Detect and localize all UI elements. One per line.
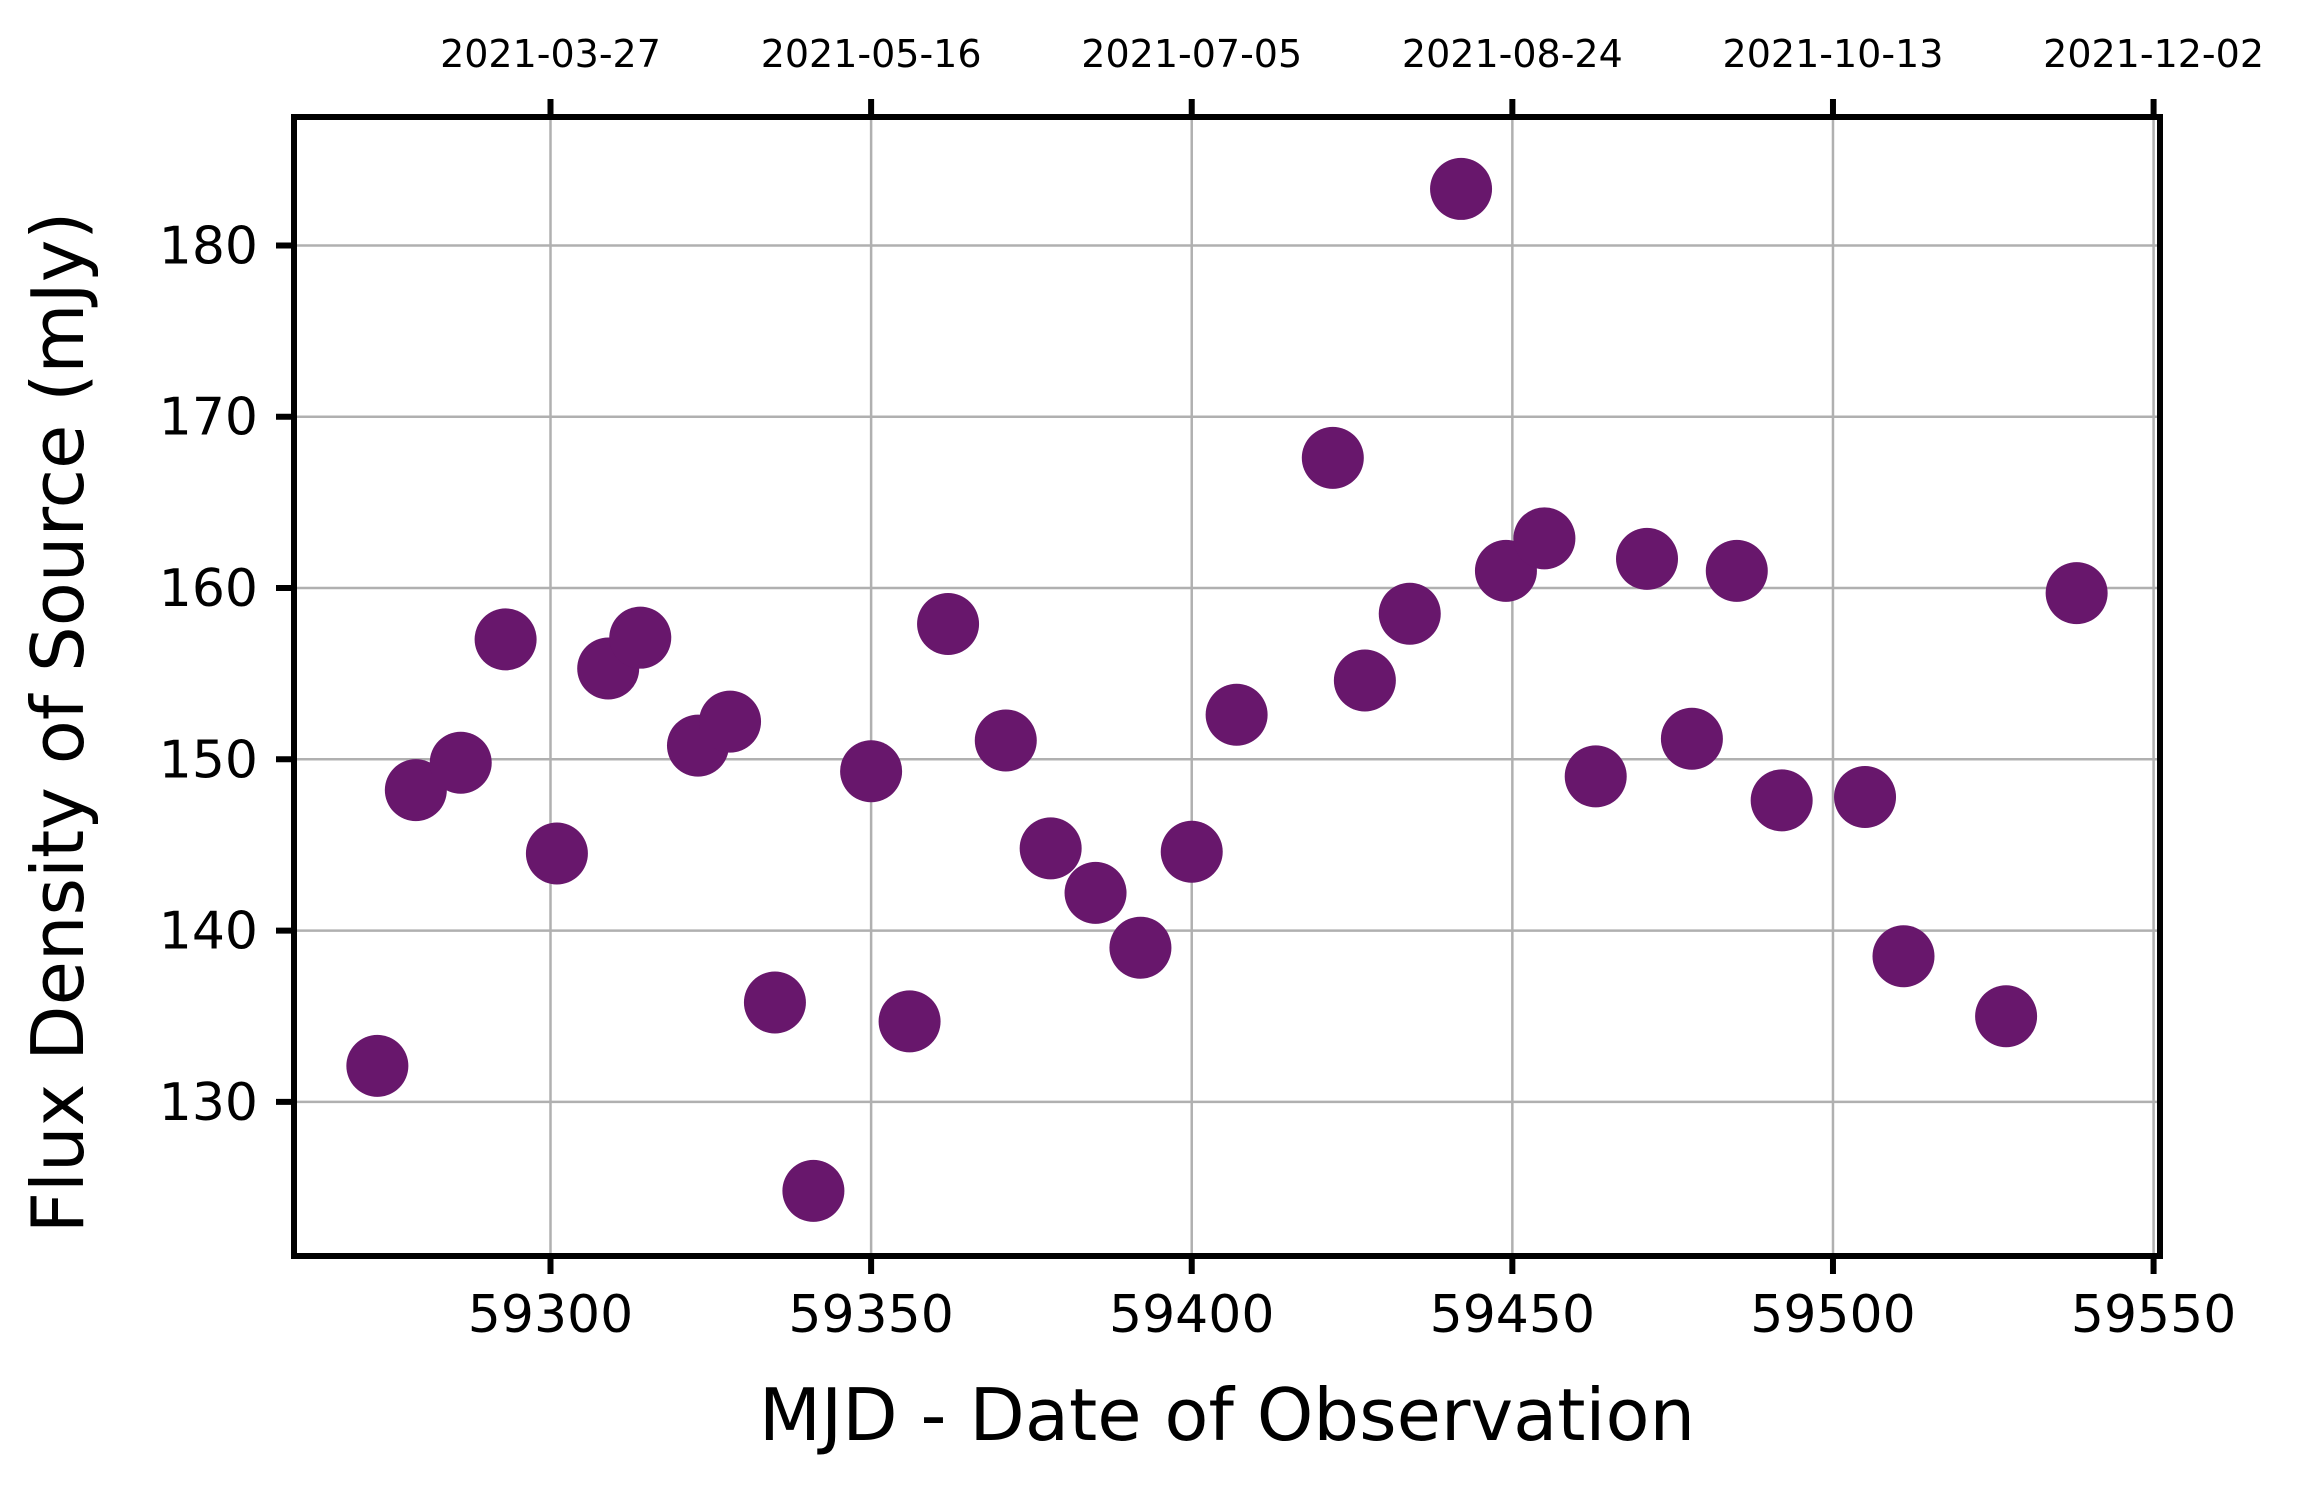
data-point <box>525 822 588 885</box>
y-tick-label: 130 <box>159 1073 258 1133</box>
data-point <box>917 592 980 655</box>
x-tick-label: 59550 <box>2071 1285 2236 1345</box>
tick-labels: 59300 59350 59400 59450 59500 59550 2021-03-27… <box>159 32 2264 1345</box>
top-x-tick-label: 2021-03-27 <box>440 32 661 76</box>
grid-lines <box>294 117 2160 1256</box>
data-point <box>1834 765 1897 828</box>
data-point <box>384 759 447 822</box>
data-point <box>1616 527 1679 590</box>
data-point <box>840 740 903 803</box>
y-tick-label: 160 <box>159 559 258 619</box>
data-point <box>1975 985 2038 1048</box>
top-x-tick-label: 2021-05-16 <box>761 32 982 76</box>
data-point <box>2045 562 2108 625</box>
data-point <box>1660 707 1723 770</box>
x-tick-label: 59500 <box>1750 1285 1915 1345</box>
y-axis-title: Flux Density of Source (mJy) <box>16 212 100 1234</box>
data-point <box>1301 426 1364 489</box>
data-points <box>346 157 2108 1222</box>
top-x-tick-label: 2021-07-05 <box>1081 32 1302 76</box>
x-axis-title: MJD - Date of Observation <box>759 1373 1695 1457</box>
data-point <box>1430 157 1493 220</box>
data-point <box>429 731 492 794</box>
data-point <box>1019 817 1082 880</box>
plot-frame <box>291 114 2163 1259</box>
data-point <box>782 1159 845 1222</box>
y-tick-label: 180 <box>159 216 258 276</box>
data-point <box>609 606 672 669</box>
top-x-tick-label: 2021-08-24 <box>1402 32 1623 76</box>
data-point <box>1064 861 1127 924</box>
data-point <box>1333 649 1396 712</box>
data-point <box>1160 820 1223 883</box>
y-tick-label: 150 <box>159 730 258 790</box>
data-point <box>878 990 941 1053</box>
data-point <box>346 1034 409 1097</box>
data-point <box>699 690 762 753</box>
data-point <box>1378 582 1441 645</box>
x-tick-label: 59450 <box>1430 1285 1595 1345</box>
data-point <box>1205 683 1268 746</box>
data-point <box>1750 769 1813 832</box>
x-tick-label: 59300 <box>468 1285 633 1345</box>
top-x-tick-label: 2021-10-13 <box>1723 32 1944 76</box>
data-point <box>1513 507 1576 570</box>
x-tick-label: 59350 <box>788 1285 953 1345</box>
x-tick-label: 59400 <box>1109 1285 1274 1345</box>
top-x-tick-label: 2021-12-02 <box>2043 32 2264 76</box>
data-point <box>474 608 537 671</box>
y-tick-label: 170 <box>159 388 258 448</box>
axis-ticks <box>276 99 2157 1274</box>
data-point <box>974 709 1037 772</box>
data-point <box>743 971 806 1034</box>
data-point <box>1872 925 1935 988</box>
data-point <box>1564 745 1627 808</box>
y-tick-label: 140 <box>159 902 258 962</box>
data-point <box>1705 539 1768 602</box>
data-point <box>1109 916 1172 979</box>
